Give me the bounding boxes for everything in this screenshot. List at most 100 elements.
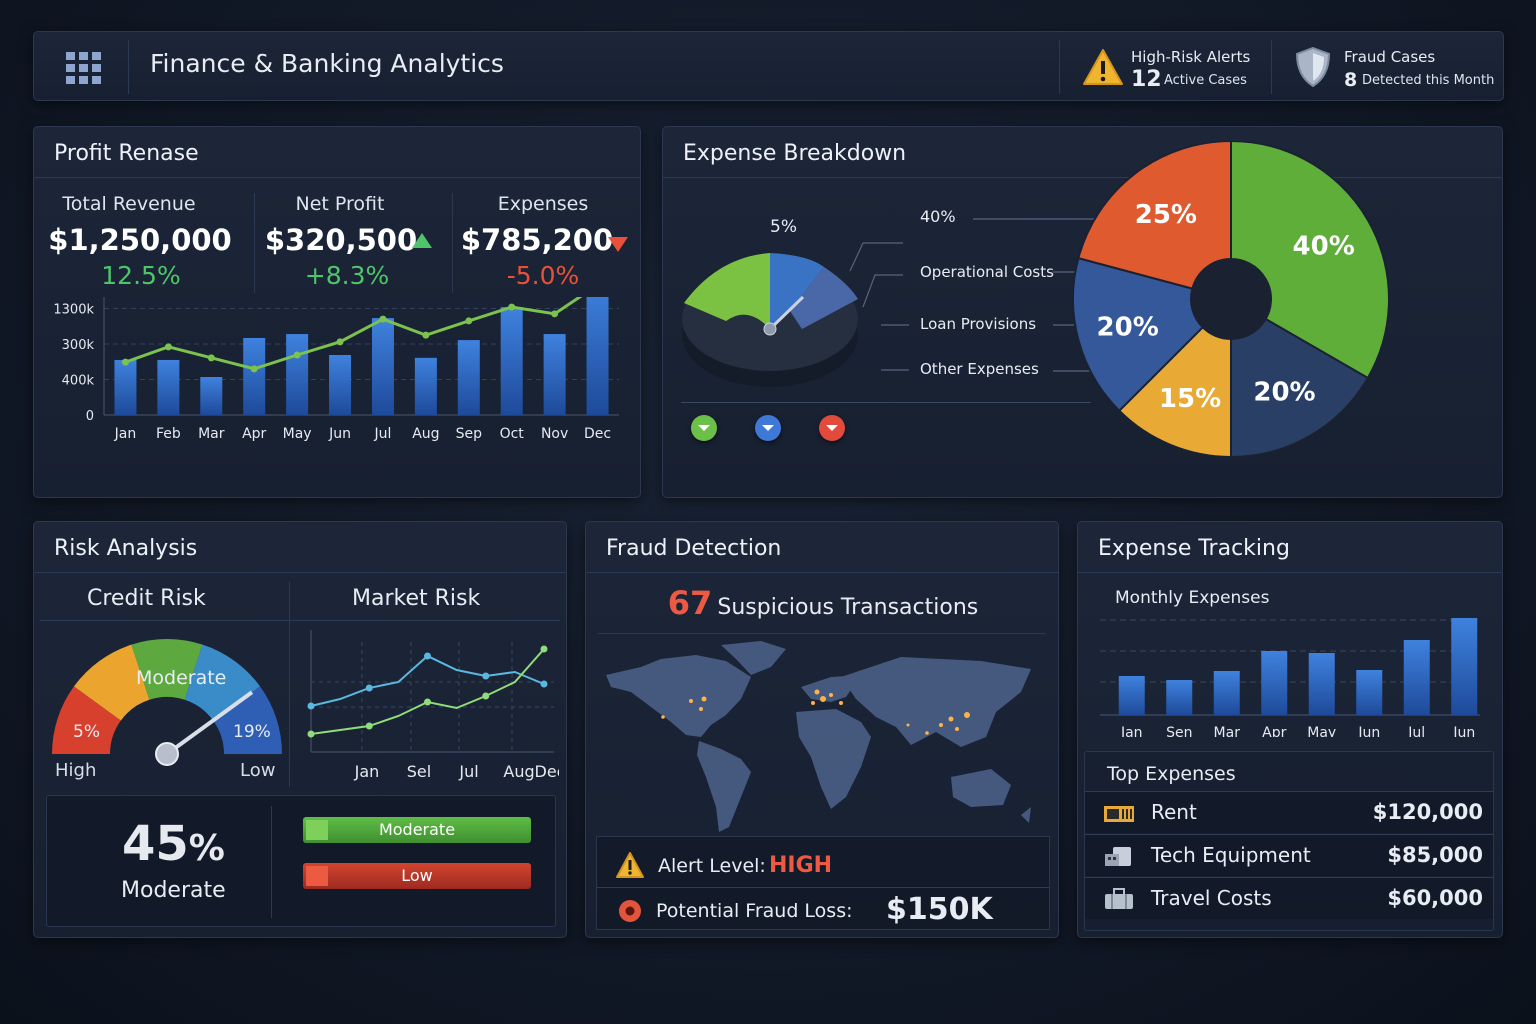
location-pin-icon	[619, 900, 641, 922]
bar-sep	[457, 340, 480, 415]
kpi-net-profit-value: $320,500	[264, 223, 418, 257]
profit-chart: 0400k300k1300k1300kJanFebMarAprMayJunJul…	[53, 297, 619, 442]
bar-jan	[114, 359, 137, 415]
gauge-segment	[52, 686, 121, 754]
monthly-bar	[1118, 676, 1145, 715]
market-point	[365, 722, 373, 730]
profit-line-point	[121, 358, 129, 366]
filter-toggle-0[interactable]	[691, 415, 717, 441]
filter-toggle-1[interactable]	[755, 415, 781, 441]
filter-toggle-2[interactable]	[819, 415, 845, 441]
x-tick-label: Dec	[535, 762, 559, 781]
risk-bar-moderate[interactable]: Moderate	[303, 817, 531, 843]
high-risk-alerts-title: High-Risk Alerts	[1131, 48, 1251, 66]
x-tick-label: Feb	[156, 426, 181, 442]
profit-line-point	[422, 331, 430, 339]
x-tick-label: Jun	[328, 426, 351, 442]
x-tick-label: Aug	[412, 426, 439, 442]
x-tick-label: Jan	[354, 762, 380, 781]
suspicious-transactions: 67 Suspicious Transactions	[667, 584, 979, 622]
world-map[interactable]	[601, 637, 1046, 837]
expense-breakdown-title: Expense Breakdown	[683, 141, 907, 166]
x-tick-label: Jan	[114, 426, 137, 442]
profit-line	[124, 297, 583, 371]
monthly-bar	[1451, 618, 1478, 715]
credit-risk-gauge[interactable]	[44, 627, 289, 777]
market-point	[424, 652, 431, 660]
risk-bar-low[interactable]: Low	[303, 863, 531, 889]
expense-tracking-panel: Expense Tracking Monthly Expenses Jan Sen…	[1077, 521, 1503, 938]
legend-loan-provisions[interactable]: Loan Provisions	[920, 315, 1037, 333]
gauge-segment	[131, 639, 203, 700]
expense-value: $120,000	[1372, 800, 1483, 824]
app-grid-icon[interactable]	[66, 52, 102, 84]
gauge-high-label: High	[55, 760, 97, 781]
x-tick-label: Sep	[456, 426, 483, 442]
expense-label: Rent	[1151, 800, 1197, 824]
risk-summary-label: Moderate	[121, 878, 226, 903]
fraud-cases-count: 8	[1344, 69, 1358, 91]
donut-slice-label: 20%	[1097, 313, 1159, 343]
gauge-left-pct: 5%	[73, 722, 100, 742]
expense-row-tech-equipment[interactable]: Tech Equipment $85,000	[1085, 834, 1493, 876]
expense-row-rent[interactable]: Rent $120,000	[1085, 791, 1493, 833]
gauge-segment	[184, 644, 261, 721]
x-tick-label: Apr	[1262, 725, 1286, 737]
chevron-down-icon	[762, 425, 774, 431]
kpi-net-profit-label: Net Profit	[295, 193, 385, 215]
high-risk-alerts-sub: Active Cases	[1164, 73, 1247, 88]
expense-breakdown-panel: Expense Breakdown 5% 40% Operational Cos…	[662, 126, 1503, 498]
risk-analysis-panel: Risk Analysis Credit Risk Market Risk Mo…	[33, 521, 567, 938]
x-tick-label: Mar	[1214, 725, 1241, 737]
kpi-expenses-change: -5.0%	[506, 261, 580, 290]
market-point	[540, 680, 548, 688]
expense-row-travel-costs[interactable]: Travel Costs $60,000	[1085, 877, 1493, 919]
expense-label: Tech Equipment	[1151, 843, 1311, 867]
legend-other-expenses[interactable]: Other Expenses	[920, 360, 1039, 378]
risk-analysis-title: Risk Analysis	[54, 536, 198, 561]
gauge-low-label: Low	[240, 760, 276, 781]
donut-slice	[1077, 141, 1232, 290]
monthly-bar	[1308, 653, 1335, 715]
bar-aug	[414, 357, 437, 415]
bar-jul	[371, 318, 394, 415]
y-tick-label: 1300k	[53, 303, 94, 318]
market-line-1	[310, 648, 545, 735]
x-tick-label: May	[1307, 725, 1336, 737]
small-pie-label: 5%	[770, 217, 797, 237]
y-tick-label: 0	[86, 409, 94, 424]
kpi-expenses-value: $785,200	[460, 223, 614, 257]
market-point	[365, 684, 373, 692]
gauge-segment	[73, 644, 150, 721]
market-point	[424, 698, 431, 706]
x-tick-label: Jun	[1357, 725, 1380, 737]
monthly-expenses-title: Monthly Expenses	[1115, 588, 1270, 608]
x-tick-label: Mar	[198, 426, 225, 442]
risk-summary-box: 45% Moderate Moderate Low	[46, 795, 556, 927]
market-point	[307, 730, 315, 738]
kpi-expenses-label: Expenses	[497, 193, 589, 215]
legend-pct-40: 40%	[920, 207, 956, 226]
fraud-title: Fraud Detection	[606, 536, 782, 561]
profit-line-point	[164, 343, 172, 351]
profit-line-point	[551, 310, 559, 318]
x-tick-label: Jul	[458, 762, 478, 781]
legend-leader-lines	[849, 218, 1098, 371]
legend-operational-costs[interactable]: Operational Costs	[920, 263, 1054, 281]
x-tick-label: Sel	[407, 762, 431, 781]
alert-level-value: HIGH	[769, 853, 833, 878]
x-tick-label: May	[283, 426, 312, 442]
x-tick-label: Sen	[1166, 725, 1192, 737]
bar-may	[286, 334, 309, 415]
monthly-bar	[1213, 671, 1240, 715]
monthly-bar	[1261, 651, 1288, 715]
profit-line-point	[250, 365, 258, 373]
shield-icon	[1294, 46, 1332, 92]
gauge-right-pct: 19%	[233, 722, 271, 742]
bar-feb	[157, 359, 180, 415]
y-tick-label: 400k	[62, 374, 95, 389]
expense-donut-chart: 40% 20% 15% 20% 25%	[1072, 141, 1390, 459]
profit-line-point	[379, 315, 387, 323]
x-tick-label: Nov	[541, 426, 568, 442]
donut-slice-label: 25%	[1135, 200, 1197, 230]
